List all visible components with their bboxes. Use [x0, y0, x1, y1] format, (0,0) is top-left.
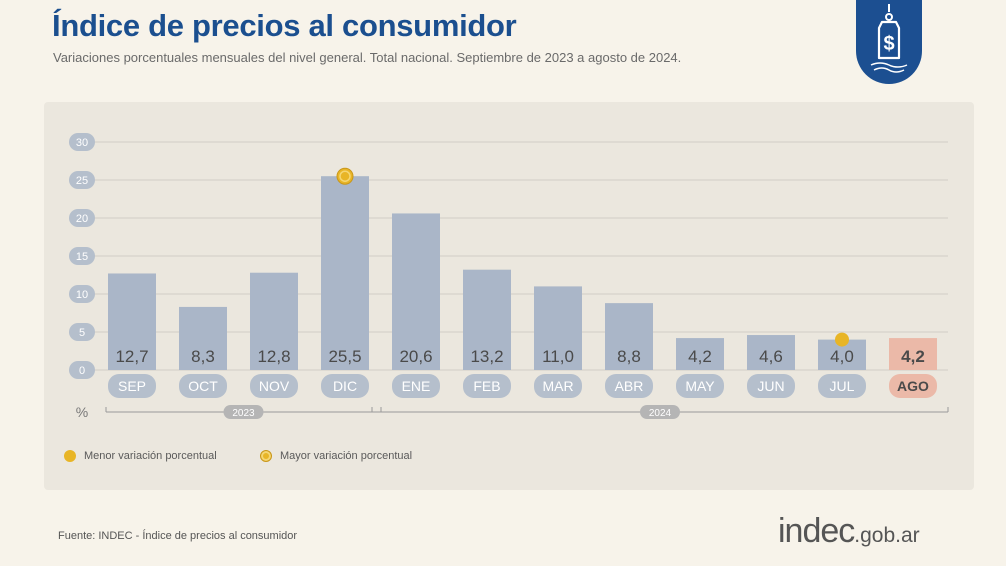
legend-max: Mayor variación porcentual — [260, 450, 412, 462]
x-category-pill — [534, 374, 582, 398]
y-tick-pill — [69, 323, 95, 341]
data-label: 12,7 — [115, 347, 148, 366]
bar-oct — [179, 306, 227, 370]
year-pill — [223, 405, 264, 419]
y-tick-pill — [69, 133, 95, 151]
year-label: 2024 — [649, 408, 672, 419]
y-tick-label: 30 — [76, 137, 88, 149]
x-category-pill — [250, 374, 298, 398]
bar-ago — [889, 338, 937, 370]
bar-sep — [108, 273, 156, 370]
x-category-pill — [392, 374, 440, 398]
data-label: 13,2 — [470, 347, 503, 366]
brand-main: indec — [778, 512, 855, 550]
x-tick-label: JUL — [830, 378, 855, 394]
data-label: 8,8 — [617, 347, 641, 366]
legend-max-label: Mayor variación porcentual — [280, 450, 413, 462]
x-tick-label: AGO — [897, 378, 929, 394]
legend-min: Menor variación porcentual — [64, 450, 217, 462]
bar-chart: 0 5 10 15 20 25 30% 12,7 SEP 8,3 OCT 12,8 NOV 25,5 DIC… — [69, 133, 949, 420]
x-category-pill — [747, 374, 795, 398]
x-category-pill — [321, 374, 369, 398]
page-title: Índice de precios al consumidor — [52, 8, 517, 43]
max-marker-ring — [339, 170, 351, 182]
bar-mar — [534, 286, 582, 370]
y-tick-label: 25 — [76, 175, 88, 187]
data-label: 25,5 — [328, 347, 361, 366]
x-category-pill — [818, 374, 866, 398]
price-tag-dollar-icon: $ — [870, 4, 908, 73]
bar-abr — [605, 303, 653, 370]
y-tick-label: 0 — [79, 365, 85, 377]
x-tick-label: SEP — [118, 378, 146, 394]
legend-min-label: Menor variación porcentual — [84, 450, 217, 462]
x-tick-label: ABR — [615, 378, 644, 394]
bar-feb — [463, 269, 511, 370]
max-marker-icon — [260, 450, 272, 462]
x-category-pill — [605, 374, 653, 398]
year-pill — [640, 405, 680, 419]
y-tick-pill — [69, 247, 95, 265]
y-tick-label: 20 — [76, 213, 88, 225]
x-tick-label: DIC — [333, 378, 357, 394]
data-label: 12,8 — [257, 347, 290, 366]
price-tag-badge: $ — [856, 0, 922, 84]
bar-nov — [250, 272, 298, 370]
min-marker — [835, 332, 849, 347]
x-tick-label: FEB — [473, 378, 500, 394]
y-tick-label: 15 — [76, 251, 88, 263]
x-category-pill — [179, 374, 227, 398]
min-marker-icon — [64, 450, 76, 462]
y-tick-label: 10 — [76, 289, 88, 301]
x-tick-label: MAR — [542, 378, 573, 394]
page-subtitle: Variaciones porcentuales mensuales del n… — [53, 50, 682, 65]
data-label: 4,2 — [688, 347, 712, 366]
x-tick-label: NOV — [259, 378, 290, 394]
svg-text:$: $ — [883, 33, 894, 55]
bar-ene — [392, 213, 440, 370]
indec-logo: indec.gob.ar — [778, 512, 920, 551]
x-category-pill — [676, 374, 724, 398]
data-label: 8,3 — [191, 347, 215, 366]
x-category-pill — [889, 374, 937, 398]
source-note: Fuente: INDEC - Índice de precios al con… — [58, 530, 298, 542]
data-label: 20,6 — [399, 347, 432, 366]
x-category-pill — [463, 374, 511, 398]
x-tick-label: OCT — [188, 378, 218, 394]
x-tick-label: MAY — [685, 378, 715, 394]
data-label: 11,0 — [542, 347, 574, 366]
x-tick-label: JUN — [757, 378, 784, 394]
y-axis-unit: % — [76, 404, 88, 420]
y-tick-pill — [69, 361, 95, 379]
x-tick-label: ENE — [402, 378, 431, 394]
bar-may — [676, 338, 724, 370]
bar-jun — [747, 335, 795, 370]
brand-suffix: .gob.ar — [854, 524, 920, 547]
y-tick-pill — [69, 171, 95, 189]
data-label: 4,6 — [759, 347, 783, 366]
bar-dic — [321, 176, 369, 370]
y-tick-pill — [69, 209, 95, 227]
data-label: 4,0 — [830, 347, 854, 366]
data-label: 4,2 — [901, 347, 925, 366]
y-tick-pill — [69, 285, 95, 303]
year-label: 2023 — [232, 408, 255, 419]
x-category-pill — [108, 374, 156, 398]
y-tick-label: 5 — [79, 327, 85, 339]
